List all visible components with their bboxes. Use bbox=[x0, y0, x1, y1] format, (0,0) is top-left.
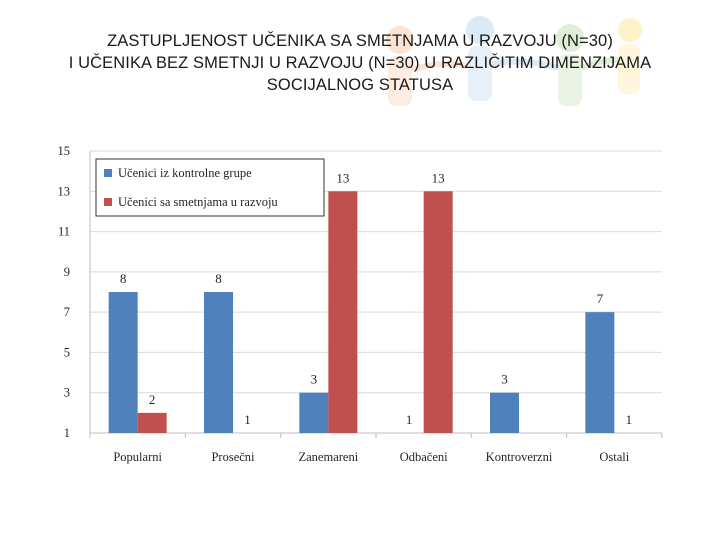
bar-control-2 bbox=[299, 392, 329, 433]
slide-title-line-1: ZASTUPLJENOST UČENIKA SA SMETNJAMA U RAZ… bbox=[107, 32, 613, 50]
data-label: 8 bbox=[120, 271, 127, 286]
x-category-label: Zanemareni bbox=[298, 450, 358, 464]
data-label: 1 bbox=[244, 412, 251, 427]
bar-control-1 bbox=[204, 292, 233, 433]
legend-box bbox=[95, 158, 325, 217]
x-category-label: Ostali bbox=[599, 450, 629, 464]
data-label: 7 bbox=[597, 291, 604, 306]
bar-disability-3 bbox=[423, 191, 453, 433]
legend-swatch bbox=[104, 169, 112, 177]
data-label: 2 bbox=[149, 392, 156, 407]
y-tick-label: 13 bbox=[58, 184, 71, 198]
data-label: 8 bbox=[215, 271, 222, 286]
x-category-label: Kontroverzni bbox=[486, 450, 553, 464]
y-tick-label: 15 bbox=[58, 144, 71, 158]
legend-label: Učenici iz kontrolne grupe bbox=[118, 166, 252, 180]
bar-disability-0 bbox=[137, 412, 167, 433]
legend-swatch bbox=[104, 198, 112, 206]
y-tick-label: 9 bbox=[64, 265, 70, 279]
x-category-label: Popularni bbox=[113, 450, 162, 464]
bar-disability-2 bbox=[328, 191, 358, 433]
slide-title: ZASTUPLJENOST UČENIKA SA SMETNJAMA U RAZ… bbox=[0, 30, 720, 96]
bar-control-0 bbox=[108, 292, 138, 433]
data-label: 13 bbox=[336, 170, 349, 185]
y-tick-label: 5 bbox=[64, 345, 70, 359]
x-category-label: Prosečni bbox=[211, 450, 255, 464]
x-category-label: Odbačeni bbox=[400, 450, 448, 464]
data-label: 1 bbox=[626, 412, 633, 427]
data-label: 3 bbox=[501, 372, 508, 387]
slide-title-line-3: SOCIJALNOG STATUSA bbox=[266, 76, 454, 94]
bar-control-4 bbox=[490, 392, 519, 433]
y-tick-label: 11 bbox=[58, 225, 70, 239]
decorative-background-figures bbox=[386, 16, 642, 106]
y-tick-label: 3 bbox=[64, 386, 70, 400]
data-label: 3 bbox=[311, 372, 318, 387]
data-label: 13 bbox=[432, 170, 445, 185]
slide-title-line-2: I UČENIKA BEZ SMETNJI U RAZVOJU (N=30) U… bbox=[68, 54, 652, 72]
y-tick-label: 1 bbox=[64, 426, 70, 440]
legend-label: Učenici sa smetnjama u razvoju bbox=[118, 195, 278, 209]
bar-control-5 bbox=[585, 312, 615, 433]
data-label: 1 bbox=[406, 412, 413, 427]
y-tick-label: 7 bbox=[64, 305, 70, 319]
